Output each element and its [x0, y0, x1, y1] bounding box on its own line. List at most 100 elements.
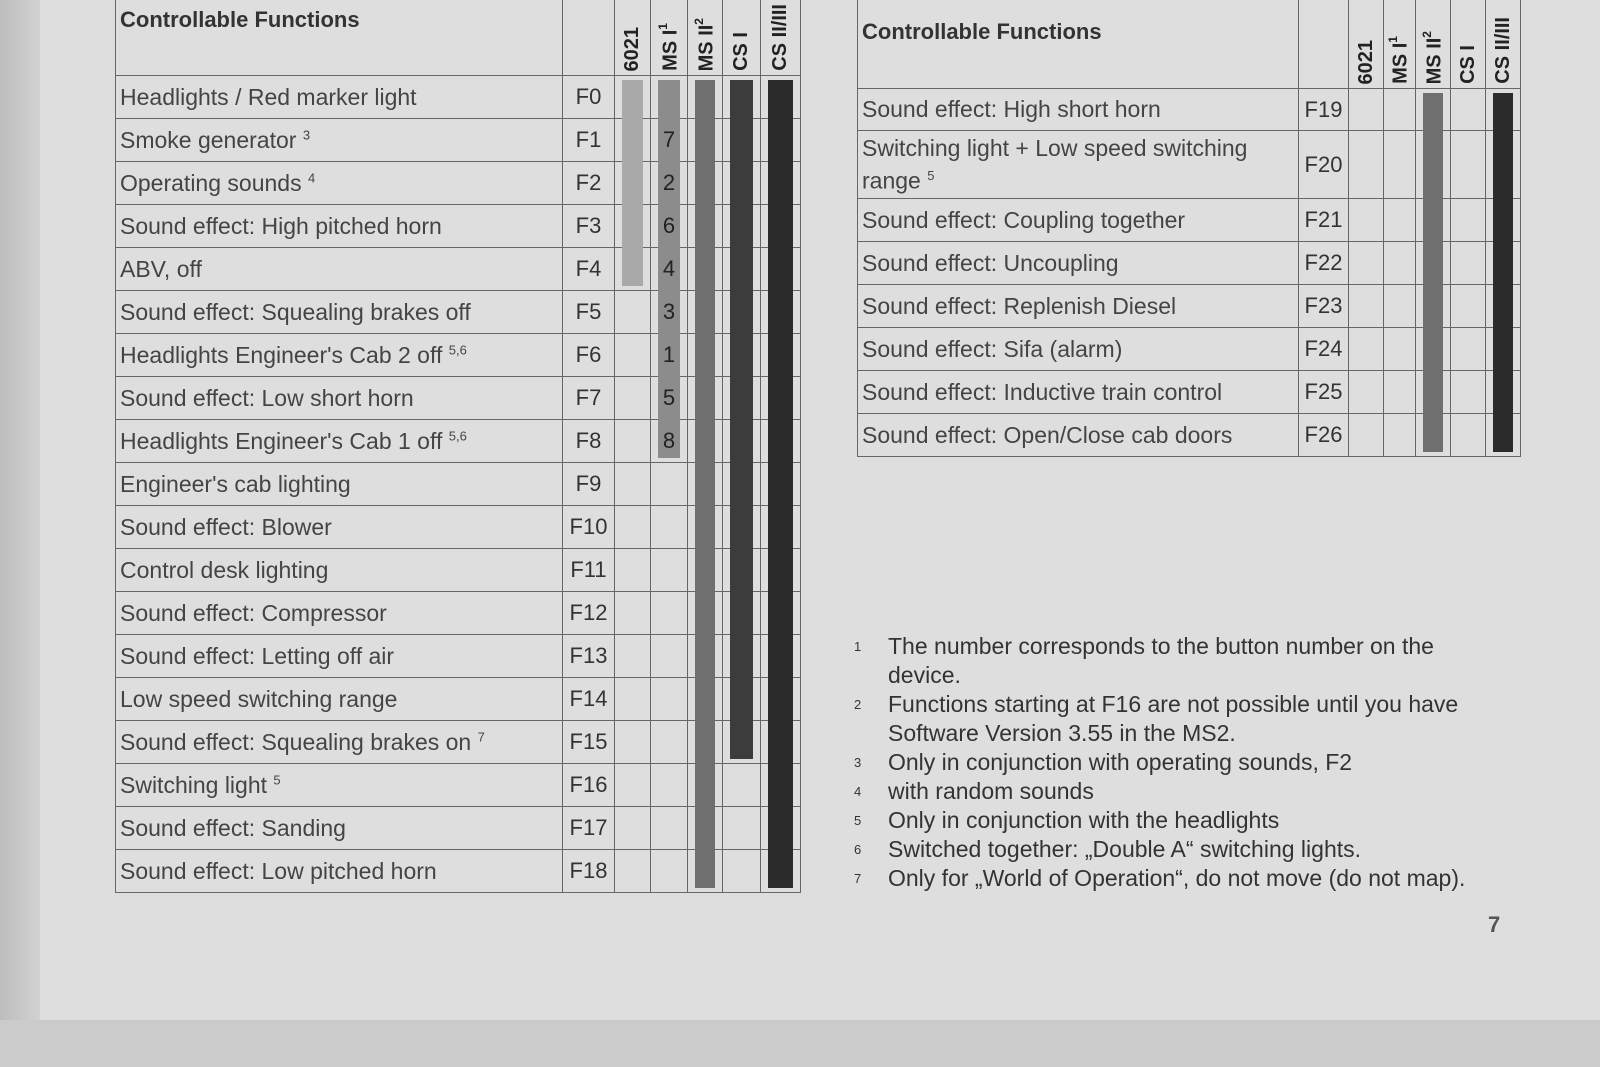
function-number: F9 — [562, 462, 615, 506]
support-cell-ms-i — [650, 849, 688, 893]
device-name: CS I — [1456, 45, 1479, 84]
support-bar — [1423, 130, 1443, 199]
footnote-number: 1 — [854, 639, 862, 654]
support-cell-cs-ii-iii — [1485, 284, 1521, 328]
support-cell-cs-ii-iii — [1485, 413, 1521, 457]
device-label: CS II/III — [769, 0, 792, 75]
support-bar — [695, 634, 715, 678]
function-number: F12 — [562, 591, 615, 635]
support-cell-6021 — [614, 720, 651, 764]
support-cell-ms-ii — [1415, 413, 1451, 457]
footnote-text: Switched together: „Double A“ switching … — [888, 836, 1362, 862]
support-bar — [695, 161, 715, 205]
support-bar — [1493, 198, 1513, 242]
table-row: Sound effect: Sifa (alarm) F24 — [857, 327, 1521, 371]
support-cell-cs-i — [722, 376, 761, 420]
support-bar — [730, 204, 753, 248]
support-cell-6021 — [614, 849, 651, 893]
support-bar — [768, 204, 793, 248]
footnote-ref: 3 — [302, 126, 311, 142]
device-label: 6021 — [621, 23, 644, 76]
support-cell-6021 — [614, 806, 651, 850]
support-cell-cs-ii-iii — [760, 591, 801, 635]
function-number: F3 — [562, 204, 615, 248]
footnote-number: 4 — [854, 784, 862, 799]
support-cell-6021 — [614, 290, 651, 334]
support-bar — [768, 376, 793, 420]
table-row: Sound effect: Low short horn F7 5 — [115, 376, 801, 420]
device-name: MS II — [1423, 37, 1446, 84]
support-cell-6021 — [1348, 370, 1384, 414]
table-row: Switching light + Low speed switching ra… — [857, 130, 1521, 199]
support-cell-ms-ii — [1415, 88, 1451, 131]
footnote-ref: 5 — [927, 168, 935, 184]
support-cell-cs-ii-iii — [760, 419, 801, 463]
table-title: Controllable Functions — [857, 0, 1299, 89]
support-cell-6021 — [614, 75, 651, 119]
function-number: F2 — [562, 161, 615, 205]
support-cell-cs-i — [722, 634, 761, 678]
support-cell-cs-i — [722, 290, 761, 334]
support-cell-ms-ii — [1415, 130, 1451, 199]
support-cell-ms-i: 1 — [650, 333, 688, 377]
support-cell-ms-i — [1383, 284, 1416, 328]
function-label: Sound effect: Sifa (alarm) — [862, 335, 1123, 362]
footnote-ref: 7 — [477, 728, 485, 744]
support-bar — [768, 333, 793, 377]
ms1-button-number: 6 — [662, 213, 676, 238]
support-cell-ms-ii — [1415, 241, 1451, 285]
support-bar — [695, 677, 715, 721]
footnote: 2 Functions starting at F16 are not possi… — [850, 690, 1510, 748]
support-cell-cs-ii-iii — [760, 333, 801, 377]
support-cell-ms-i — [650, 720, 688, 764]
function-name: Control desk lighting — [115, 548, 563, 592]
function-label: Sound effect: Squealing brakes on — [120, 728, 472, 755]
footnote-number: 5 — [854, 813, 862, 828]
support-cell-6021 — [614, 376, 651, 420]
support-bar — [768, 720, 793, 764]
ms1-button-number: 4 — [662, 256, 676, 281]
footnote: 7 Only for „World of Operation“, do not m… — [850, 864, 1510, 893]
support-cell-cs-i — [722, 849, 761, 893]
support-bar — [730, 548, 753, 592]
support-bar — [695, 333, 715, 377]
support-cell-ms-i — [650, 677, 688, 721]
function-name: Sound effect: Coupling together — [857, 198, 1299, 242]
table-row: Sound effect: Inductive train control F25 — [857, 370, 1521, 414]
function-label: Headlights Engineer's Cab 1 off — [120, 427, 443, 454]
support-cell-ms-ii — [687, 548, 723, 592]
support-cell-cs-i — [722, 505, 761, 549]
device-name: CS II/III — [1491, 17, 1514, 84]
support-cell-6021 — [1348, 327, 1384, 371]
support-bar — [768, 548, 793, 592]
support-cell-ms-i: 3 — [650, 290, 688, 334]
support-cell-ms-i: 6 — [650, 204, 688, 248]
function-name: Switching light + Low speed switching ra… — [857, 130, 1299, 199]
support-cell-ms-i — [650, 505, 688, 549]
function-label: Sound effect: High pitched horn — [120, 212, 442, 239]
support-bar — [768, 419, 793, 463]
footnote-number: 7 — [854, 871, 862, 886]
support-cell-ms-i — [650, 634, 688, 678]
function-label: Headlights Engineer's Cab 2 off — [120, 341, 443, 368]
device-column-header: 6021 — [614, 0, 651, 76]
device-column-header: MS I1 — [650, 0, 688, 76]
support-cell-ms-ii — [687, 376, 723, 420]
support-cell-ms-ii — [687, 462, 723, 506]
function-number: F1 — [562, 118, 615, 162]
support-bar — [695, 505, 715, 549]
ms1-button-number: 2 — [662, 170, 676, 195]
support-cell-ms-ii — [687, 634, 723, 678]
support-cell-cs-i — [1450, 88, 1486, 131]
support-bar — [1423, 198, 1443, 242]
function-name: Sound effect: Letting off air — [115, 634, 563, 678]
support-cell-6021 — [614, 677, 651, 721]
device-label: MS I1 — [656, 19, 683, 75]
function-name: Sound effect: Uncoupling — [857, 241, 1299, 285]
device-name: MS II — [695, 24, 718, 71]
device-footnote-ref: 2 — [1419, 30, 1434, 38]
support-bar — [768, 591, 793, 635]
table-row: Sound effect: Squealing brakes on 7 F15 — [115, 720, 801, 764]
support-cell-ms-i — [1383, 370, 1416, 414]
function-number: F22 — [1298, 241, 1349, 285]
